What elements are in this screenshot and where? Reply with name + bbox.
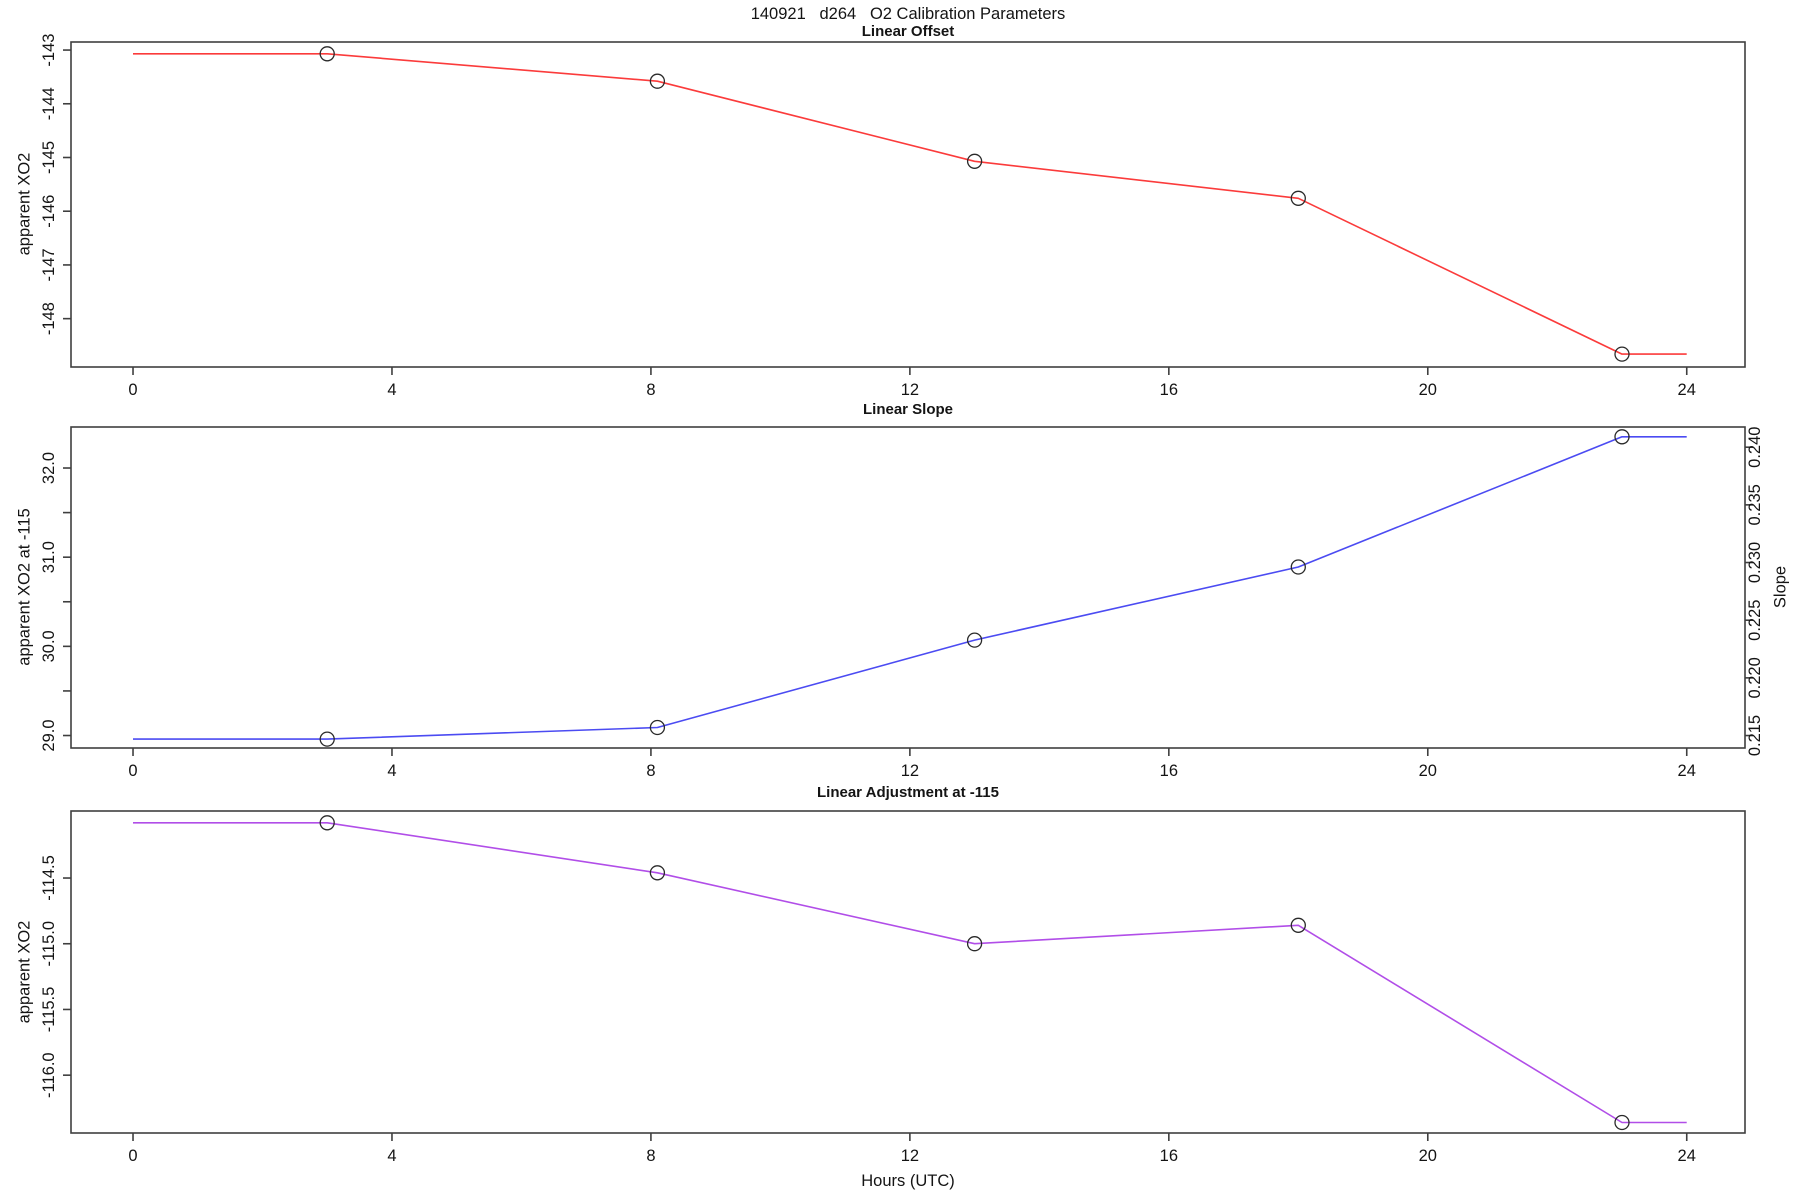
series-line	[133, 52, 1687, 355]
data-point-marker	[966, 936, 983, 952]
series-line	[133, 435, 1687, 740]
panel-2: 0 4 8 12 16 20 24 29.0 30.0 31.0 32.0 0.215 0.220 0.2…	[40, 426, 1764, 780]
y-tick-label: -115.5	[40, 987, 58, 1033]
x-tick-label: 20	[1419, 381, 1437, 399]
y-tick-label: -115.0	[40, 921, 58, 967]
y-tick-label: -143	[40, 34, 58, 67]
y-tick-label: -145	[40, 141, 58, 174]
x-axis-title: Hours (UTC)	[861, 1172, 955, 1190]
plot-border	[70, 41, 1746, 368]
y-tick-label: -144	[40, 87, 58, 120]
x-tick-label: 12	[901, 1147, 919, 1165]
x-tick-label: 12	[901, 381, 919, 399]
y-tick-label: -147	[40, 248, 58, 281]
x-tick-label: 0	[128, 1147, 137, 1165]
x-tick-label: 20	[1419, 1147, 1437, 1165]
x-tick-label: 16	[1160, 762, 1178, 780]
x-tick-label: 4	[387, 381, 396, 399]
x-tick-label: 8	[646, 762, 655, 780]
y-tick-label: -116.0	[40, 1052, 58, 1098]
data-point-marker	[319, 815, 335, 831]
y-tick-label: -146	[40, 195, 58, 228]
data-point-marker	[649, 865, 666, 881]
y-tick-label: -114.5	[40, 855, 58, 901]
panel-title-linear-offset: Linear Offset	[861, 23, 955, 40]
y-tick-label: 32.0	[40, 452, 58, 484]
panel-title-linear-adjustment: Linear Adjustment at -115	[817, 784, 999, 801]
y2-tick-label: 0.230	[1746, 542, 1764, 583]
panel-title-linear-slope: Linear Slope	[862, 401, 954, 418]
panel-3: 0 4 8 12 16 20 24 -116.0 -115.5 -115.0 -114.5	[40, 810, 1746, 1165]
x-tick-label: 0	[128, 381, 137, 399]
x-tick-label: 8	[646, 1147, 655, 1165]
data-point-marker	[1614, 346, 1630, 362]
y-tick-label: 29.0	[40, 719, 58, 751]
y-tick-label: 31.0	[40, 541, 58, 573]
x-tick-label: 24	[1678, 381, 1696, 399]
data-point-marker	[319, 731, 335, 747]
data-point-marker	[1614, 429, 1630, 445]
y2-tick-label: 0.235	[1746, 484, 1764, 525]
x-tick-label: 4	[387, 762, 396, 780]
data-point-marker	[1290, 190, 1306, 206]
data-point-marker	[649, 719, 666, 736]
y2-tick-label: 0.225	[1746, 600, 1764, 641]
data-point-marker	[649, 73, 666, 89]
data-point-marker	[966, 153, 983, 169]
x-tick-label: 0	[128, 762, 137, 780]
plot-border	[70, 810, 1746, 1134]
x-tick-label: 24	[1678, 762, 1696, 780]
data-point-marker	[966, 632, 983, 648]
x-tick-label: 4	[387, 1147, 396, 1165]
page-title: 140921 d264 O2 Calibration Parameters	[750, 5, 1066, 23]
y-tick-label: -148	[40, 302, 58, 335]
y2-tick-label: 0.215	[1746, 715, 1764, 756]
series-line	[133, 821, 1687, 1124]
data-point-marker	[1614, 1114, 1630, 1131]
data-point-marker	[1290, 917, 1306, 933]
x-tick-label: 16	[1160, 1147, 1178, 1165]
x-tick-label: 20	[1419, 762, 1437, 780]
data-point-marker	[1290, 559, 1306, 575]
x-tick-label: 12	[901, 762, 919, 780]
y2-tick-label: 0.240	[1746, 427, 1764, 468]
y2-tick-label: 0.220	[1746, 657, 1764, 698]
panel-1: 0 4 8 12 16 20 24 -148 -147 -146 -145 -144 -143	[40, 34, 1746, 399]
data-point-marker	[319, 46, 335, 62]
plot-border	[70, 426, 1746, 749]
x-tick-label: 8	[646, 381, 655, 399]
x-tick-label: 16	[1160, 381, 1178, 399]
y-tick-label: 30.0	[40, 630, 58, 662]
x-tick-label: 24	[1678, 1147, 1696, 1165]
